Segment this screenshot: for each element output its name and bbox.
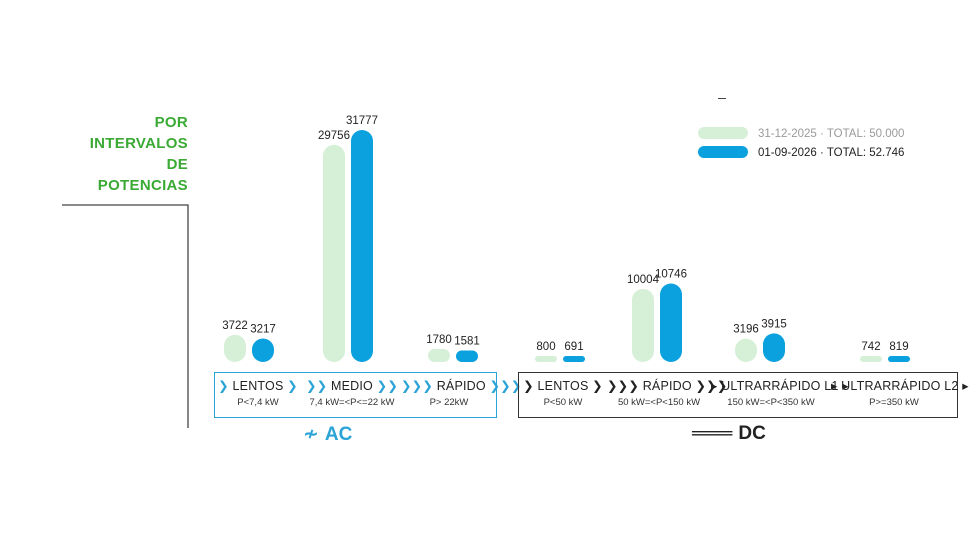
dc-category-1: ❯❯❯ RÁPIDO ❯❯❯ 50 kW=<P<150 kW	[607, 378, 728, 408]
bar-2026	[888, 356, 910, 362]
category-range: 50 kW=<P<150 kW	[617, 397, 701, 408]
category-name: ❯ LENTOS ❯	[218, 379, 298, 393]
category-range: 150 kW=<P<350 kW	[727, 397, 815, 408]
bar-value-label: 819	[889, 341, 908, 353]
bar-2025	[735, 338, 757, 362]
bar-value-label: 3722	[222, 320, 248, 332]
bar-2026	[351, 130, 373, 362]
title-bracket	[62, 204, 189, 428]
bar-value-label: 3196	[733, 324, 759, 336]
bar-value-label: 691	[564, 341, 583, 353]
ac-label: ≁ AC	[303, 423, 352, 446]
chevron-right-icon: ❯❯❯	[485, 379, 522, 393]
category-range: P>=350 kW	[869, 397, 919, 408]
category-range: P<7,4 kW	[237, 397, 279, 408]
ac-category-box: ❯ LENTOS ❯ P<7,4 kW ❯❯ MEDIO ❯❯ 7,4 kW=<P<=…	[214, 372, 522, 418]
category-name: ❯❯ MEDIO ❯❯	[305, 379, 399, 393]
legend-swatch	[698, 146, 748, 158]
bar-2026	[456, 350, 478, 362]
category-range: 7,4 kW=<P<=22 kW	[309, 397, 395, 408]
ac-category-2: ❯❯❯ RÁPIDO ❯❯❯ P> 22kW	[401, 378, 522, 408]
bar-2025	[632, 288, 654, 362]
chevron-right-icon: ❯	[523, 379, 538, 393]
chevron-right-icon: ❯❯❯	[401, 379, 437, 393]
bar-value-label: 3915	[761, 318, 787, 330]
chevron-right-icon: ❯❯	[305, 379, 331, 393]
bar-value-label: 3217	[250, 324, 276, 336]
legend-label: 31-12-2025 · TOTAL: 50.000	[758, 128, 904, 140]
bar-2026	[660, 283, 682, 362]
chevron-right-icon: ❯❯❯	[607, 379, 643, 393]
ac-category-1: ❯❯ MEDIO ❯❯ 7,4 kW=<P<=22 kW	[303, 378, 401, 408]
title-line: INTERVALOS	[89, 135, 188, 152]
category-name: ▸ ULTRARRÁPIDO L1 ▸	[711, 379, 849, 393]
bar-value-label: 31777	[346, 115, 378, 127]
title-line: POR	[154, 114, 188, 131]
bar-2025	[224, 334, 246, 362]
dc-category-box: ❯ LENTOS ❯ P<50 kW ❯❯❯ RÁPIDO ❯❯❯ 50 kW=<P<…	[518, 372, 969, 418]
chart-title: POR INTERVALOS DE POTENCIAS	[60, 112, 188, 196]
dc-label: ═══ DC	[692, 423, 766, 445]
chevron-right-icon: ❯❯❯	[691, 379, 728, 393]
category-name: ❯❯❯ RÁPIDO ❯❯❯	[401, 379, 522, 393]
ac-category-0: ❯ LENTOS ❯ P<7,4 kW	[215, 378, 301, 408]
legend: 31-12-2025 · TOTAL: 50.000 01-09-2026 · T…	[698, 127, 904, 159]
chevron-right-icon: ▸	[831, 379, 842, 393]
category-range: P> 22kW	[429, 397, 469, 408]
ac-label-text: AC	[324, 424, 353, 445]
bar-2025	[860, 356, 882, 362]
bar-2026	[252, 338, 274, 362]
title-line: POTENCIAS	[97, 177, 188, 194]
legend-label: 01-09-2026 · TOTAL: 52.746	[758, 147, 904, 159]
dc-category-0: ❯ LENTOS ❯ P<50 kW	[521, 378, 605, 408]
chevron-right-icon: ❯❯	[372, 379, 399, 393]
dc-category-3: ▸ ULTRARRÁPIDO L2 ▸ P>=350 kW	[831, 378, 969, 408]
dc-label-text: DC	[738, 423, 766, 444]
legend-dash	[718, 98, 726, 99]
bar-2026	[763, 333, 785, 362]
bar-value-label: 10004	[627, 274, 660, 286]
bar-2025	[428, 349, 450, 362]
category-name: ❯ LENTOS ❯	[523, 379, 603, 393]
category-name: ❯❯❯ RÁPIDO ❯❯❯	[607, 379, 728, 393]
chevron-right-icon: ▸	[958, 379, 969, 393]
bars-group: 3722 3217 29756 31777 1780 1581 800 691 10004107…	[222, 115, 910, 362]
bar-value-label: 29756	[318, 130, 350, 142]
bar-value-label: 742	[861, 341, 880, 353]
dc-symbol-icon: ═══	[692, 423, 733, 444]
bar-value-label: 1581	[454, 335, 480, 347]
bar-2025	[323, 144, 345, 362]
bar-2026	[563, 356, 585, 362]
chevron-right-icon: ❯	[283, 379, 298, 393]
chevron-right-icon: ❯	[218, 379, 233, 393]
dc-category-2: ▸ ULTRARRÁPIDO L1 ▸ 150 kW=<P<350 kW	[711, 378, 849, 408]
bar-value-label: 10746	[655, 269, 687, 281]
chevron-right-icon: ▸	[838, 379, 849, 393]
chevron-right-icon: ▸	[711, 379, 722, 393]
bar-value-label: 800	[536, 341, 555, 353]
title-line: DE	[166, 156, 188, 173]
bar-value-label: 1780	[426, 334, 452, 346]
ac-symbol-icon: ≁	[303, 424, 319, 445]
chevron-right-icon: ❯	[588, 379, 603, 393]
legend-swatch	[698, 127, 748, 139]
bar-2025	[535, 356, 557, 362]
category-range: P<50 kW	[543, 397, 583, 408]
category-name: ▸ ULTRARRÁPIDO L2 ▸	[831, 379, 969, 393]
